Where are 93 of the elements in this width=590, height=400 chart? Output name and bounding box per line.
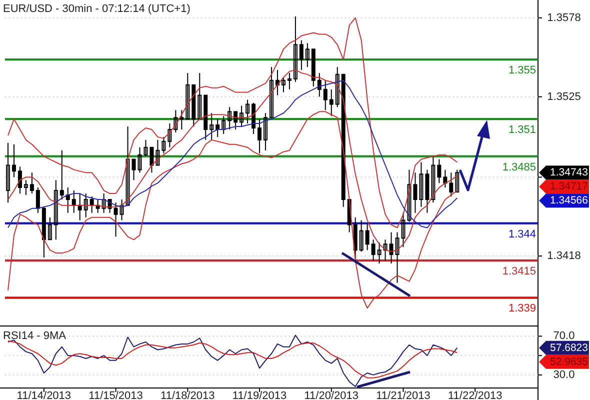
candlestick (120, 198, 124, 221)
candlestick (36, 187, 40, 214)
candlestick (359, 220, 364, 252)
candlestick (66, 187, 70, 214)
candlestick (305, 42, 310, 68)
candlestick (72, 190, 76, 214)
candlestick (234, 111, 238, 130)
candlestick (258, 118, 262, 154)
candlestick (222, 116, 226, 134)
candlestick (413, 172, 418, 214)
candlestick (449, 172, 454, 197)
candlestick (216, 118, 220, 138)
candlestick (317, 72, 322, 98)
candlestick (84, 193, 88, 218)
candlestick (365, 222, 370, 251)
text: 1.34717 (550, 180, 588, 193)
candlestick (431, 156, 436, 203)
candlestick (24, 180, 28, 196)
candlestick (42, 206, 46, 258)
chart-title: RSI14 - 9MA (3, 330, 67, 342)
candlestick (395, 232, 400, 284)
x-tick-label: 11/21/2013 (376, 390, 430, 400)
candlestick (281, 76, 286, 93)
candlestick (293, 16, 298, 82)
candlestick (96, 198, 100, 214)
text: 57.6823 (550, 342, 588, 354)
x-tick-label: 11/19/2013 (232, 390, 287, 400)
chart-title: EUR/USD - 30min - 07:12:14 (UTC+1) (3, 3, 190, 15)
y-tick-label: 1.3418 (547, 250, 581, 262)
y-tick-label: 1.3525 (547, 90, 581, 103)
ref-line-label: 1.339 (508, 302, 536, 315)
candlestick (90, 196, 94, 214)
candlestick (180, 110, 184, 130)
x-tick-label: 11/22/2013 (448, 390, 502, 400)
line-series (7, 69, 458, 252)
candlestick (377, 242, 382, 264)
candlestick (270, 66, 274, 118)
candlestick (389, 232, 394, 264)
x-tick-label: 11/14/2013 (16, 390, 72, 400)
candlestick (126, 126, 130, 206)
ref-line-label: 1.344 (508, 228, 536, 240)
candlestick (102, 193, 106, 214)
candlestick (275, 69, 280, 96)
candlestick (186, 72, 190, 120)
candlestick (54, 180, 58, 240)
x-tick-label: 11/15/2013 (88, 390, 143, 400)
candlestick (425, 169, 430, 214)
text: 1.34743 (550, 166, 588, 179)
candlestick (246, 99, 250, 124)
candlestick (48, 216, 52, 240)
line-series (7, 111, 458, 309)
y-tick-label: 1.3578 (547, 12, 581, 24)
ref-line-label: 1.3415 (502, 266, 536, 278)
candlestick (12, 144, 16, 178)
candlestick (323, 80, 328, 111)
line-series (7, 17, 458, 228)
candlestick (144, 139, 148, 157)
candlestick (329, 88, 334, 117)
candlestick (299, 40, 304, 70)
line-series (7, 340, 458, 378)
candlestick (228, 106, 232, 130)
candlestick (335, 66, 340, 108)
x-tick-label: 11/18/2013 (160, 390, 215, 400)
ref-line-label: 1.355 (508, 64, 536, 77)
x-tick-label: 11/20/2013 (304, 390, 359, 400)
candlestick (311, 48, 316, 87)
candlestick (240, 105, 244, 128)
candlestick (114, 202, 118, 238)
candlestick (30, 172, 34, 194)
candlestick (78, 193, 82, 221)
candlestick (156, 139, 160, 166)
y-tick-label: 30.0 (553, 368, 575, 381)
candlestick (6, 142, 10, 203)
candlestick (174, 110, 178, 133)
y-tick-label: 70.0 (553, 330, 575, 342)
candlestick (264, 112, 268, 151)
ref-line-label: 1.351 (508, 124, 536, 136)
line-series (7, 80, 458, 228)
candlestick (210, 112, 214, 140)
candlestick (162, 136, 166, 154)
text: 1.34566 (550, 194, 588, 207)
candlestick (168, 123, 172, 148)
ref-line-label: 1.3485 (502, 161, 536, 174)
candlestick (287, 72, 292, 90)
candlestick (198, 72, 202, 120)
candlestick (419, 162, 424, 208)
candlestick (60, 150, 64, 200)
text: 52.9635 (550, 356, 588, 368)
candlestick (383, 239, 388, 261)
candlestick (437, 158, 442, 184)
candlestick (455, 169, 460, 193)
candlestick (443, 169, 448, 188)
candlestick (371, 239, 376, 261)
